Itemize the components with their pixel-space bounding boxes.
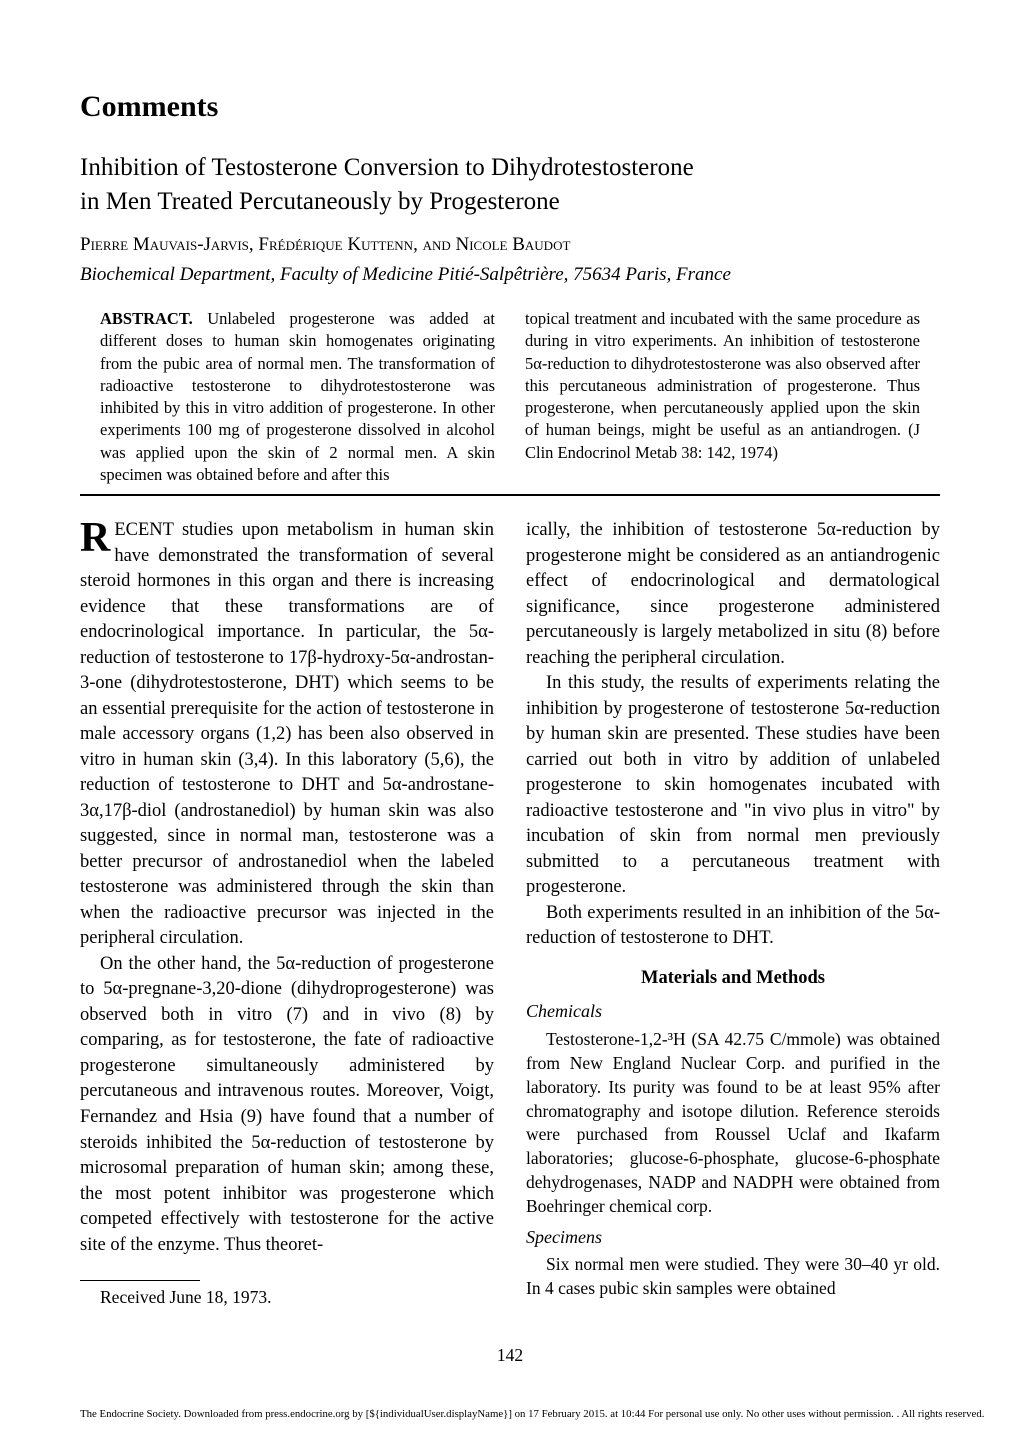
body-paragraph-2: On the other hand, the 5α-reduction of p… [80, 952, 494, 1258]
chemicals-heading: Chemicals [526, 999, 940, 1024]
chemicals-text: Testosterone-1,2-³H (SA 42.75 C/mmole) w… [526, 1028, 940, 1218]
divider-rule [80, 494, 940, 496]
section-heading-comments: Comments [80, 90, 940, 124]
affiliation-line: Biochemical Department, Faculty of Medic… [80, 264, 940, 286]
abstract-left-text: Unlabeled progesterone was added at diff… [100, 309, 495, 484]
body-columns: RECENT studies upon metabolism in human … [80, 518, 940, 1309]
specimens-heading: Specimens [526, 1225, 940, 1250]
para1-text: ECENT studies upon metabolism in human s… [80, 520, 494, 948]
abstract-label: ABSTRACT. [100, 309, 193, 328]
article-title-line2: in Men Treated Percutaneously by Progest… [80, 188, 940, 216]
article-title-line1: Inhibition of Testosterone Conversion to… [80, 154, 940, 182]
page-number: 142 [80, 1345, 940, 1366]
received-rule [80, 1280, 200, 1281]
body-paragraph-3: ically, the inhibition of testosterone 5… [526, 518, 940, 671]
footer-copyright: The Endocrine Society. Downloaded from p… [80, 1404, 940, 1424]
abstract-right-text: topical treatment and incubated with the… [525, 309, 920, 462]
specimens-text: Six normal men were studied. They were 3… [526, 1253, 940, 1301]
body-paragraph-1: RECENT studies upon metabolism in human … [80, 518, 494, 952]
journal-page: Comments Inhibition of Testosterone Conv… [0, 0, 1020, 1444]
dropcap-letter: R [80, 518, 114, 558]
methods-heading: Materials and Methods [526, 966, 940, 992]
abstract-right-column: topical treatment and incubated with the… [525, 308, 920, 486]
body-left-column: RECENT studies upon metabolism in human … [80, 518, 494, 1309]
abstract-block: ABSTRACT. Unlabeled progesterone was add… [100, 308, 920, 486]
body-right-column: ically, the inhibition of testosterone 5… [526, 518, 940, 1309]
body-paragraph-5: Both experiments resulted in an inhibiti… [526, 901, 940, 952]
abstract-left-column: ABSTRACT. Unlabeled progesterone was add… [100, 308, 495, 486]
received-date: Received June 18, 1973. [80, 1285, 494, 1309]
authors-line: Pierre Mauvais-Jarvis, Frédérique Kutten… [80, 234, 940, 256]
body-paragraph-4: In this study, the results of experiment… [526, 671, 940, 901]
